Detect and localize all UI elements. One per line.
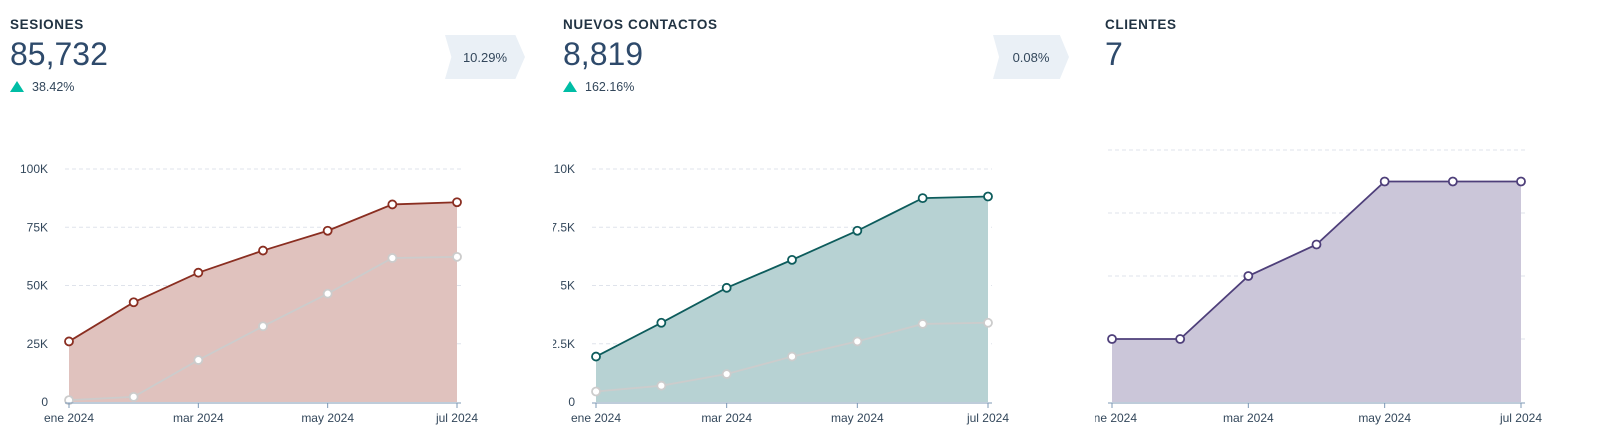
series-area [1112,181,1521,402]
kpi-value: 85,732 [10,36,108,72]
y-tick-label: 7.5K [553,220,575,234]
data-point [1516,176,1526,187]
x-tick-label: mar 2024 [173,411,224,425]
series-area [596,196,988,402]
y-tick-label: 100K [20,162,48,176]
data-point [721,282,732,293]
x-tick-label: may 2024 [831,411,884,425]
data-point [917,193,928,204]
kpi-title: SESIONES [10,17,84,32]
data-point [983,191,993,202]
comparison-point [656,380,667,391]
kpi-change-value: 162.16% [585,80,635,94]
data-point [322,225,333,236]
x-tick-label: may 2024 [1358,411,1411,425]
comparison-point [258,321,268,332]
nuevos-contactos-panel: NUEVOS CONTACTOS 8,819 162.16% 0.08% 0 2.… [553,0,1093,445]
data-point [852,225,863,236]
x-tick-label: mar 2024 [1223,411,1274,425]
kpi-value: 7 [1105,36,1123,72]
comparison-point [452,251,462,262]
comparison-point [591,386,601,397]
kpi-change: 162.16% [563,80,634,94]
data-point [1107,334,1117,344]
data-point [1243,271,1254,281]
kpi-value: 8,819 [563,36,644,72]
data-point [1447,176,1458,187]
kpi-change-value: 38.42% [32,80,75,94]
comparison-point [128,391,139,402]
y-tick-label: 5K [560,279,575,293]
comparison-point [917,319,928,329]
comparison-point [852,336,863,347]
kpi-title: CLIENTES [1105,17,1177,32]
x-tick-label: ene 2024 [1095,411,1137,425]
data-point [1379,176,1390,187]
x-tick-label: jul 2024 [966,411,1009,425]
data-point [387,199,398,210]
x-tick-label: mar 2024 [701,411,752,425]
comparison-badge: 0.08% [993,35,1069,79]
y-tick-label: 50K [27,279,48,293]
x-tick-label: may 2024 [301,411,354,425]
x-tick-label: ene 2024 [44,411,94,425]
kpi-change: 38.42% [10,80,74,94]
y-tick-label: 0 [41,395,48,409]
y-tick-label: 10K [554,162,575,176]
data-point [1311,239,1322,250]
sesiones-chart: 0 25K 50K 75K 100K ene 2024 mar 2024 may 2024 ju… [20,162,478,425]
comparison-point [322,288,333,299]
comparison-point [787,351,797,362]
data-point [64,336,74,347]
comparison-point [721,369,732,379]
comparison-point [983,317,993,328]
x-tick-label: ene 2024 [571,411,621,425]
data-point [452,197,462,208]
comparison-point [193,355,204,365]
data-point [193,267,204,278]
series-area [69,202,457,402]
arrow-up-icon [10,81,24,92]
comparison-point [387,253,398,263]
y-tick-label: 25K [27,337,48,351]
nuevos-contactos-chart: 0 2.5K 5K 7.5K 10K ene 2024 mar 2024 may 2024 ju… [553,162,1009,425]
x-tick-label: jul 2024 [1499,411,1542,425]
data-point [258,245,268,256]
data-point [656,317,667,328]
data-point [1175,334,1186,344]
y-tick-label: 0 [568,395,575,409]
kpi-title: NUEVOS CONTACTOS [563,17,718,32]
data-point [591,351,601,362]
x-tick-label: jul 2024 [435,411,478,425]
data-point [128,297,139,308]
arrow-up-icon [563,81,577,92]
y-tick-label: 75K [27,220,48,234]
y-tick-label: 2.5K [553,337,575,351]
data-point [787,254,797,265]
sesiones-panel: SESIONES 85,732 38.42% 10.29% 0 25K 50K 75K… [0,0,540,445]
comparison-badge: 10.29% [445,35,525,79]
